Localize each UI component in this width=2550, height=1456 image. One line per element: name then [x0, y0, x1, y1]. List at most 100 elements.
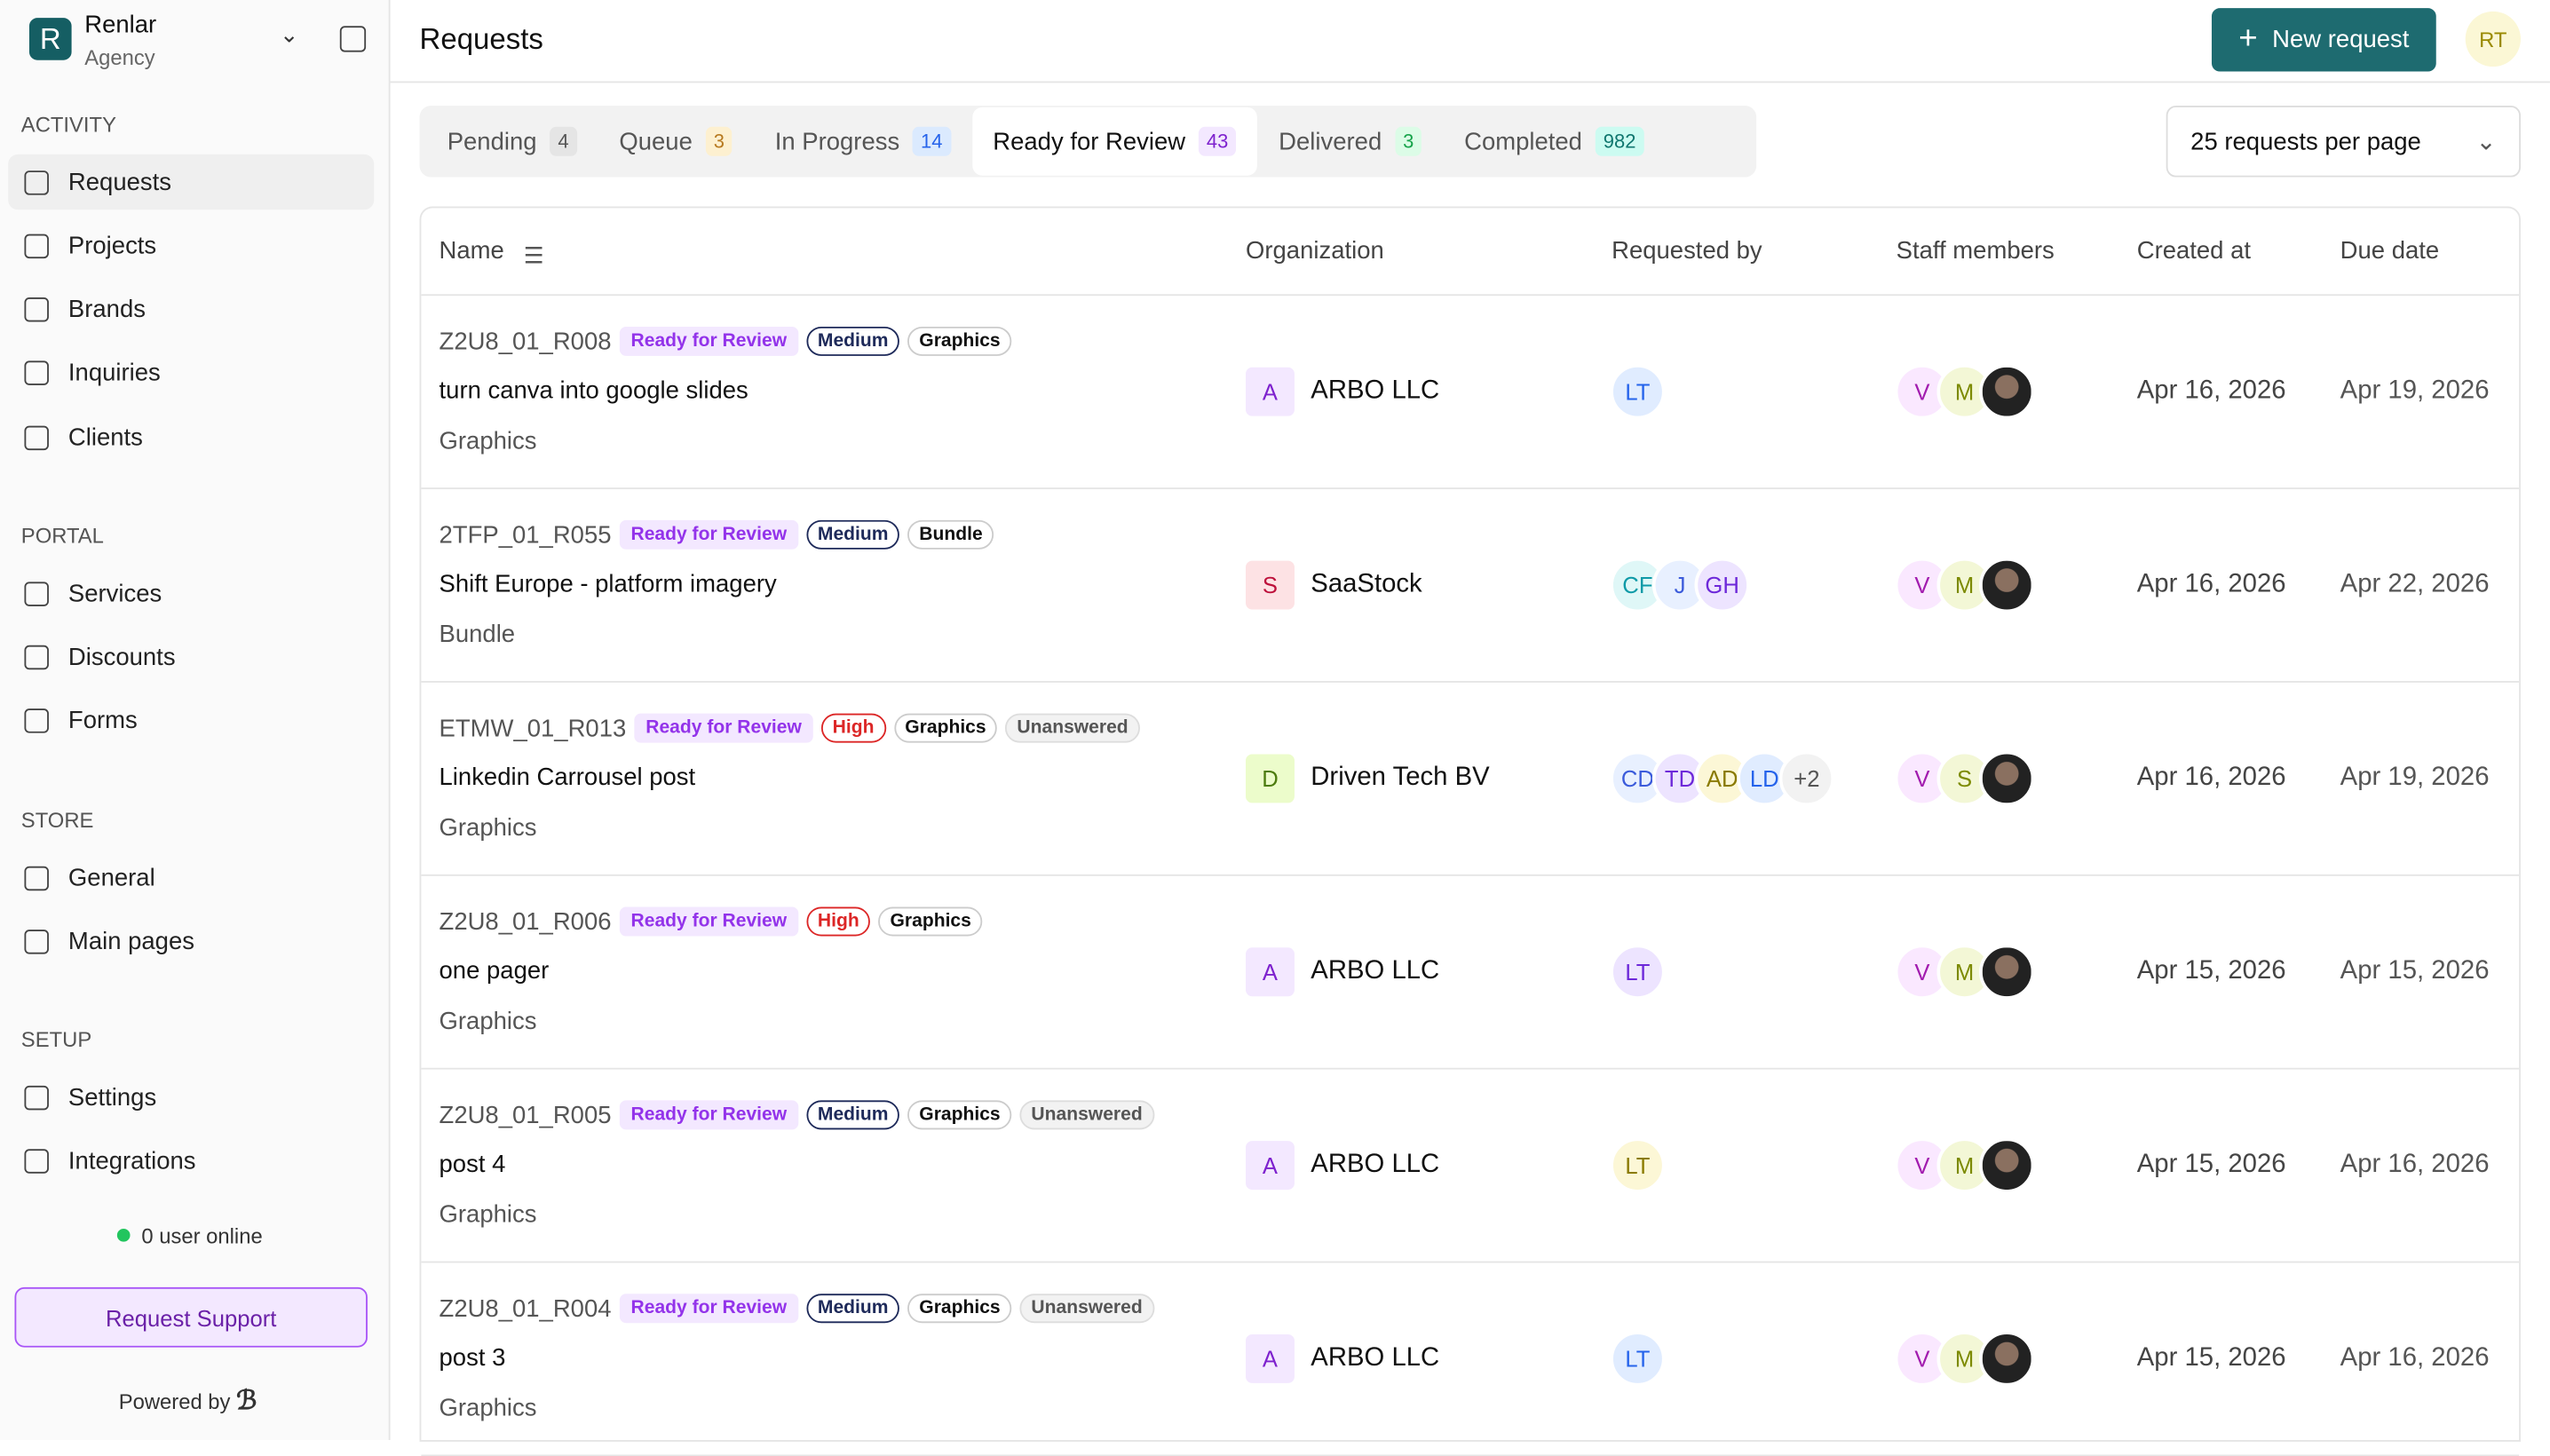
status-tag: Ready for Review: [619, 326, 798, 356]
column-header: Staff members: [1896, 237, 2055, 265]
tab-count: 982: [1595, 126, 1644, 156]
nav-item[interactable]: Brands: [8, 282, 374, 337]
due-date: Apr 22, 2026: [2340, 570, 2490, 598]
requesters: CF J GH: [1610, 557, 1750, 613]
column-header: Organization: [1246, 237, 1384, 265]
brand-toggle[interactable]: ⌄: [280, 20, 299, 48]
table-row[interactable]: Z2U8_01_R008 Ready for Review Medium Graphi…: [421, 296, 2520, 490]
section-title: STORE: [20, 807, 94, 833]
tag-line: Z2U8_01_R008 Ready for Review Medium Graphi…: [440, 326, 1012, 356]
request-title: one pager: [439, 957, 550, 985]
priority-tag: Medium: [806, 519, 900, 550]
user-avatar[interactable]: RT: [2465, 11, 2521, 67]
status-tag: Ready for Review: [619, 1294, 798, 1324]
org-logo: S: [1246, 560, 1295, 610]
header-border: [421, 294, 2520, 297]
table: Name ☰ Organization Requested by Staff membe…: [419, 206, 2521, 1456]
nav-item[interactable]: Requests: [8, 154, 375, 210]
tag-line: ETMW_01_R013 Ready for Review High Graphics…: [440, 713, 1140, 743]
nav-item[interactable]: Main pages: [8, 914, 374, 969]
status-tag: Ready for Review: [619, 906, 798, 937]
staff-photo: [1979, 1137, 2035, 1193]
created-date: Apr 16, 2026: [2136, 764, 2286, 792]
org-logo: A: [1246, 947, 1295, 997]
tab-label: In Progress: [774, 127, 900, 155]
org-name: SaaStock: [1311, 570, 1422, 598]
nav-icon: [24, 297, 49, 322]
requester-avatar: LT: [1610, 1331, 1666, 1387]
sort-icon[interactable]: ☰: [523, 241, 544, 269]
per-page-label: 25 requests per page: [2190, 127, 2421, 155]
requesters: LT: [1610, 1137, 1666, 1193]
tab-count: 14: [912, 126, 951, 156]
request-id: 2TFP_01_R055: [439, 520, 612, 549]
tab[interactable]: Pending 4: [426, 107, 598, 176]
request-category: Graphics: [439, 1200, 537, 1230]
new-request-label: New request: [2272, 26, 2410, 54]
nav-item[interactable]: Integrations: [8, 1134, 374, 1189]
nav-icon: [24, 929, 49, 954]
per-page-select[interactable]: 25 requests per page ⌄: [2166, 105, 2521, 178]
online-dot: [116, 1229, 131, 1242]
nav-icon: [24, 170, 49, 194]
tab-count: 43: [1198, 126, 1237, 156]
table-row[interactable]: ETMW_01_R013 Ready for Review High Graphics…: [421, 683, 2520, 876]
status-tag: Ready for Review: [619, 1100, 798, 1130]
due-date: Apr 16, 2026: [2340, 1151, 2490, 1179]
tab-label: Ready for Review: [993, 127, 1186, 155]
nav-item[interactable]: Projects: [8, 218, 374, 273]
request-title: Linkedin Carrousel post: [439, 764, 696, 792]
table-row[interactable]: Z2U8_01_R004 Ready for Review Medium Graphi…: [421, 1262, 2520, 1456]
nav-item[interactable]: Forms: [8, 693, 374, 748]
nav-label: Requests: [67, 168, 172, 196]
table-row[interactable]: Z2U8_01_R005 Ready for Review Medium Graphi…: [421, 1070, 2520, 1263]
collapse-button[interactable]: [339, 26, 367, 52]
powered-by: Powered by ℬ: [118, 1388, 257, 1416]
tab-label: Queue: [619, 127, 693, 155]
created-date: Apr 15, 2026: [2136, 957, 2286, 985]
table-row[interactable]: 2TFP_01_R055 Ready for Review Medium Bundle…: [421, 489, 2520, 683]
flag-tag: Unanswered: [1019, 1100, 1154, 1130]
requester-avatar: GH: [1694, 557, 1750, 613]
nav-label: Brands: [67, 296, 146, 324]
nav-item[interactable]: Clients: [8, 410, 374, 465]
org-name: ARBO LLC: [1311, 957, 1440, 985]
tab[interactable]: Completed 982: [1443, 107, 1665, 176]
support-button[interactable]: Request Support: [14, 1286, 368, 1348]
column-header: Requested by: [1612, 237, 1762, 265]
tab-label: Delivered: [1279, 127, 1382, 155]
created-date: Apr 15, 2026: [2136, 1343, 2286, 1373]
section-title: PORTAL: [20, 523, 104, 548]
nav-label: Settings: [67, 1083, 157, 1112]
brand-name: Renlar: [84, 11, 157, 39]
request-title: post 3: [439, 1343, 506, 1373]
org-logo: D: [1246, 754, 1295, 803]
tab[interactable]: Delivered 3: [1257, 107, 1443, 176]
tab[interactable]: Queue 3: [598, 107, 754, 176]
nav-icon: [24, 361, 49, 386]
tab[interactable]: Ready for Review 43: [971, 107, 1258, 176]
nav-item[interactable]: Settings: [8, 1070, 374, 1125]
nav-label: Inquiries: [67, 360, 161, 388]
nav-item[interactable]: Inquiries: [8, 346, 374, 401]
created-date: Apr 16, 2026: [2136, 376, 2286, 405]
tab[interactable]: In Progress 14: [754, 107, 972, 176]
nav-item[interactable]: General: [8, 850, 374, 905]
nav-item[interactable]: Discounts: [8, 629, 374, 684]
table-row[interactable]: Z2U8_01_R006 Ready for Review High Graphics…: [421, 876, 2520, 1070]
created-date: Apr 16, 2026: [2136, 570, 2286, 598]
nav-label: Services: [67, 579, 162, 607]
org-name: ARBO LLC: [1311, 1343, 1440, 1373]
support-label: Request Support: [105, 1304, 277, 1331]
section-title: SETUP: [20, 1027, 92, 1052]
priority-tag: Medium: [806, 1294, 900, 1324]
tabs: Pending 4 Queue 3 In Progress 14 Ready for Rev…: [419, 105, 1757, 178]
requesters: CD TD AD LD +2: [1610, 750, 1835, 807]
nav-label: Clients: [67, 423, 143, 452]
requesters: LT: [1610, 1331, 1666, 1387]
column-header: Name: [439, 237, 504, 265]
new-request-button[interactable]: + New request: [2211, 8, 2436, 72]
nav-item[interactable]: Services: [8, 566, 374, 621]
org-name: ARBO LLC: [1311, 376, 1440, 405]
